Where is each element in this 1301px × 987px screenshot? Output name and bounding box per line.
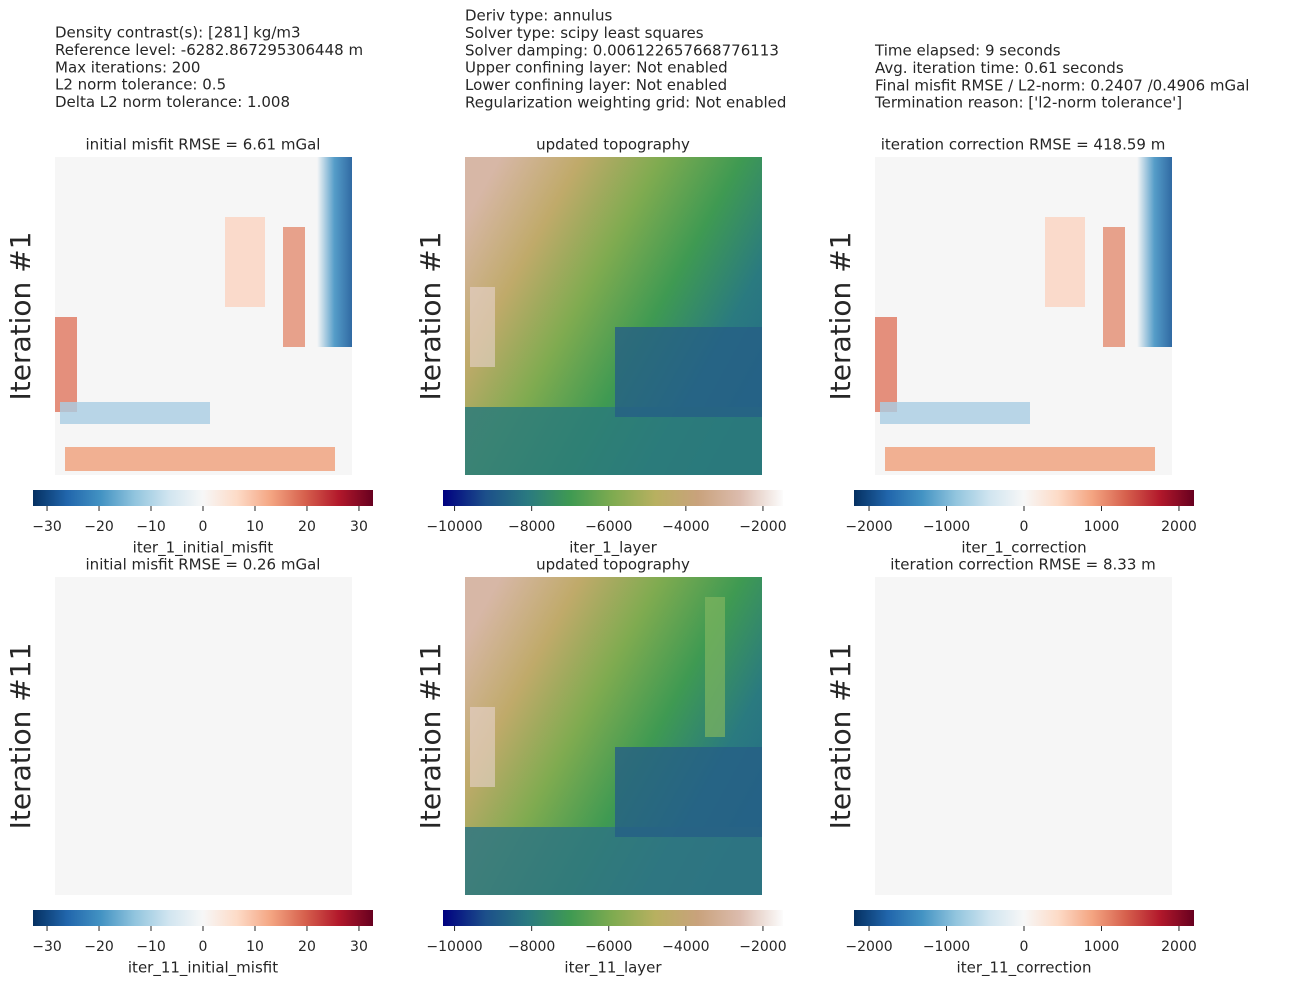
colorbar-tick-label: −10: [136, 939, 166, 955]
colorbar-tick-label: 1000: [1084, 519, 1120, 535]
info-line: Delta L2 norm tolerance: 1.008: [55, 93, 290, 111]
heatmap-feature: [55, 317, 77, 412]
colorbar-label: iter_11_initial_misfit: [128, 959, 278, 978]
colorbar-tick-label: −4000: [662, 519, 709, 535]
y-axis-label: Iteration #11: [414, 643, 447, 830]
colorbar-tick-label: 0: [199, 519, 208, 535]
colorbar: [443, 490, 783, 506]
heatmap-feature: [1045, 217, 1085, 307]
colorbar-tick-label: −6000: [585, 519, 632, 535]
colorbar-tick-label: −1000: [923, 939, 970, 955]
panel-title: updated topography: [536, 556, 690, 574]
colorbar-tick-label: −10: [136, 519, 166, 535]
info-line: Avg. iteration time: 0.61 seconds: [875, 59, 1124, 77]
heatmap-feature: [875, 317, 897, 412]
heatmap-feature: [317, 157, 352, 347]
heatmap-feature: [465, 407, 762, 475]
heatmap-feature: [65, 447, 335, 471]
heatmap-feature: [885, 447, 1155, 471]
colorbar-tick-label: −2000: [845, 519, 892, 535]
colorbar-tick-label: −2000: [845, 939, 892, 955]
heatmap-feature: [880, 402, 1030, 424]
heatmap-feature: [705, 597, 725, 737]
info-line: Reference level: -6282.867295306448 m: [55, 41, 363, 59]
heatmap-feature: [470, 707, 495, 787]
colorbar-tick-label: 30: [350, 939, 368, 955]
colorbar: [33, 910, 373, 926]
heatmap-feature: [465, 827, 762, 895]
info-line: Max iterations: 200: [55, 58, 200, 76]
y-axis-label: Iteration #11: [824, 643, 857, 830]
colorbar-tick-label: 0: [1020, 519, 1029, 535]
panel-title: initial misfit RMSE = 0.26 mGal: [86, 556, 321, 574]
colorbar: [854, 490, 1194, 506]
panel-title: iteration correction RMSE = 418.59 m: [881, 136, 1166, 154]
colorbar-label: iter_1_initial_misfit: [133, 539, 274, 558]
colorbar-tick-label: 30: [350, 519, 368, 535]
heatmap-feature: [283, 227, 305, 347]
info-line: Time elapsed: 9 seconds: [874, 42, 1061, 60]
colorbar-tick-label: 20: [298, 939, 316, 955]
y-axis-label: Iteration #1: [824, 232, 857, 401]
colorbar-tick-label: −4000: [662, 939, 709, 955]
heatmap: [875, 157, 1172, 475]
heatmap: [55, 577, 352, 895]
info-line: Solver type: scipy least squares: [465, 24, 704, 42]
colorbar-tick-label: 2000: [1161, 519, 1197, 535]
heatmap: [875, 577, 1172, 895]
info-line: Termination reason: ['l2-norm tolerance'…: [874, 94, 1182, 112]
heatmap-feature: [615, 327, 762, 417]
colorbar-tick-label: −10000: [426, 519, 482, 535]
colorbar-tick-label: −20: [84, 519, 114, 535]
info-line: L2 norm tolerance: 0.5: [55, 76, 226, 94]
panel-title: initial misfit RMSE = 6.61 mGal: [86, 136, 321, 154]
heatmap-feature: [60, 402, 210, 424]
colorbar-label: iter_1_correction: [961, 539, 1086, 558]
colorbar-tick-label: −30: [32, 519, 62, 535]
panel-title: iteration correction RMSE = 8.33 m: [890, 556, 1156, 574]
colorbar-tick-label: −1000: [923, 519, 970, 535]
colorbar-tick-label: 10: [246, 939, 264, 955]
colorbar-label: iter_11_correction: [957, 959, 1092, 978]
y-axis-label: Iteration #1: [414, 232, 447, 401]
heatmap-feature: [615, 747, 762, 837]
info-line: Final misfit RMSE / L2-norm: 0.2407 /0.4…: [875, 76, 1249, 94]
info-line: Deriv type: annulus: [465, 7, 612, 25]
colorbar-label: iter_1_layer: [569, 539, 657, 558]
heatmap-feature: [1103, 227, 1125, 347]
heatmap: [55, 157, 352, 475]
colorbar-tick-label: 10: [246, 519, 264, 535]
y-axis-label: Iteration #11: [4, 643, 37, 830]
colorbar: [33, 490, 373, 506]
colorbar-tick-label: −20: [84, 939, 114, 955]
colorbar-tick-label: −10000: [426, 939, 482, 955]
colorbar-label: iter_11_layer: [564, 959, 662, 978]
info-line: Lower confining layer: Not enabled: [465, 76, 727, 94]
colorbar: [854, 910, 1194, 926]
info-line: Upper confining layer: Not enabled: [465, 59, 728, 77]
colorbar-tick-label: 0: [1020, 939, 1029, 955]
colorbar-tick-label: −6000: [585, 939, 632, 955]
colorbar-tick-label: −2000: [739, 519, 786, 535]
colorbar-tick-label: 0: [199, 939, 208, 955]
panel-title: updated topography: [536, 136, 690, 154]
heatmap-feature: [225, 217, 265, 307]
y-axis-label: Iteration #1: [4, 232, 37, 401]
heatmap-feature: [470, 287, 495, 367]
colorbar-tick-label: −30: [32, 939, 62, 955]
colorbar-tick-label: −8000: [508, 519, 555, 535]
colorbar-tick-label: −8000: [508, 939, 555, 955]
colorbar: [443, 910, 783, 926]
colorbar-tick-label: 20: [298, 519, 316, 535]
colorbar-tick-label: 2000: [1161, 939, 1197, 955]
info-line: Density contrast(s): [281] kg/m3: [55, 24, 301, 42]
colorbar-tick-label: −2000: [739, 939, 786, 955]
info-line: Regularization weighting grid: Not enabl…: [465, 94, 786, 112]
heatmap-feature: [1137, 157, 1172, 347]
colorbar-tick-label: 1000: [1084, 939, 1120, 955]
info-line: Solver damping: 0.006122657668776113: [465, 41, 779, 59]
